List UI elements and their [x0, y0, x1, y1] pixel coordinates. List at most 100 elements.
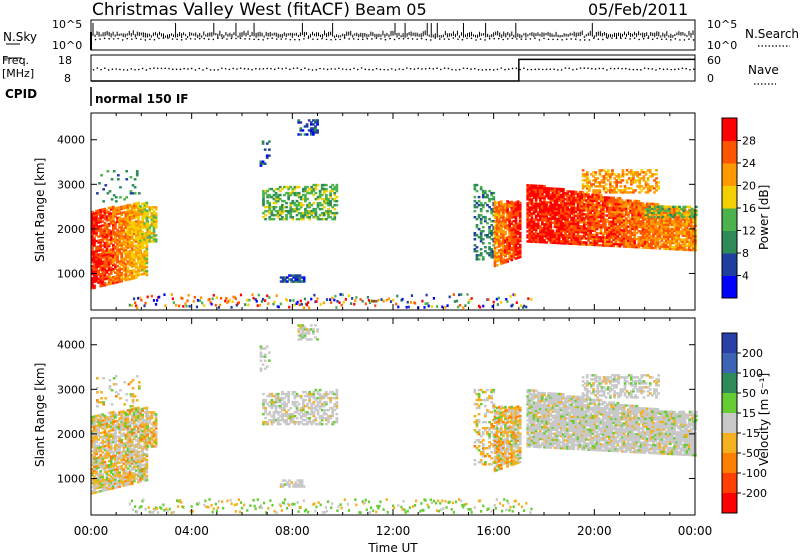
heatmap-cell	[629, 209, 632, 212]
heatmap-cell	[107, 272, 111, 276]
heatmap-cell	[538, 184, 542, 188]
heatmap-cell	[320, 217, 324, 221]
heatmap-cell	[526, 206, 530, 209]
heatmap-cell	[657, 209, 660, 213]
heatmap-cell	[259, 160, 263, 163]
heatmap-cell	[650, 228, 653, 232]
heatmap-cell	[591, 215, 595, 219]
heatmap-cell	[668, 221, 672, 225]
heatmap-cell	[322, 197, 326, 201]
heatmap-cell	[333, 199, 337, 203]
heatmap-cell	[555, 231, 559, 235]
heatmap-cell	[135, 248, 138, 251]
heatmap-cell	[274, 191, 278, 195]
heatmap-cell	[666, 231, 670, 235]
heatmap-cell	[572, 194, 576, 197]
heatmap-cell	[680, 207, 684, 211]
heatmap-cell	[660, 213, 664, 216]
heatmap-cell	[543, 184, 546, 188]
heatmap-cell	[599, 195, 603, 199]
heatmap-cell	[549, 201, 553, 204]
heatmap-cell	[518, 213, 522, 217]
heatmap-cell	[95, 273, 98, 277]
heatmap-cell	[664, 211, 668, 214]
heatmap-cell	[678, 207, 681, 211]
heatmap-cell	[601, 224, 605, 227]
heatmap-cell	[135, 238, 138, 241]
heatmap-cell	[528, 206, 532, 209]
heatmap-cell	[553, 201, 557, 204]
heatmap-cell	[547, 201, 551, 204]
heatmap-cell	[137, 269, 140, 273]
heatmap-cell	[627, 213, 630, 216]
heatmap-cell	[640, 177, 644, 180]
heatmap-cell	[541, 226, 544, 230]
heatmap-cell	[572, 214, 576, 218]
heatmap-cell	[689, 236, 693, 240]
heatmap-cell	[293, 185, 297, 189]
freq-dot	[492, 69, 495, 71]
heatmap-cell	[475, 183, 479, 187]
heatmap-cell	[632, 171, 635, 174]
heatmap-cell	[589, 223, 592, 226]
heatmap-cell	[578, 220, 582, 224]
heatmap-cell	[613, 181, 616, 184]
heatmap-cell	[101, 264, 105, 267]
heatmap-cell	[601, 234, 605, 237]
heatmap-cell	[146, 228, 150, 231]
heatmap-cell	[666, 217, 670, 220]
freq-dot	[406, 67, 408, 69]
heatmap-cell	[618, 237, 622, 240]
heatmap-cell	[685, 216, 689, 219]
heatmap-cell	[574, 210, 578, 214]
heatmap-cell	[281, 207, 284, 211]
heatmap-cell	[314, 207, 318, 211]
heatmap-cell	[566, 218, 569, 221]
date-title: 05/Feb/2011	[588, 0, 688, 19]
heatmap-cell	[91, 238, 94, 242]
heatmap-cell	[266, 294, 269, 298]
heatmap-cell	[532, 234, 536, 237]
heatmap-cell	[593, 211, 597, 215]
heatmap-cell	[606, 240, 609, 243]
heatmap-cell	[555, 223, 559, 227]
heatmap-cell	[632, 179, 635, 182]
heatmap-cell	[133, 186, 137, 189]
heatmap-cell	[568, 200, 572, 203]
heatmap-cell	[658, 245, 662, 248]
heatmap-cell	[589, 237, 592, 240]
heatmap-cell	[631, 219, 634, 223]
heatmap-cell	[132, 256, 136, 260]
heatmap-cell	[466, 293, 469, 296]
heatmap-cell	[541, 204, 544, 208]
freq-dot	[107, 69, 110, 71]
heatmap-cell	[629, 237, 632, 241]
heatmap-cell	[587, 193, 590, 196]
heatmap-cell	[614, 236, 618, 240]
heatmap-cell	[124, 264, 128, 268]
noise-search-trace	[90, 37, 695, 41]
heatmap-cell	[502, 213, 505, 217]
heatmap-cell	[93, 433, 96, 436]
noise-search-dot	[380, 38, 382, 40]
freq-dot	[202, 69, 204, 71]
heatmap-cell	[497, 249, 501, 252]
noise-search-dot	[579, 39, 582, 41]
heatmap-cell	[673, 246, 676, 249]
heatmap-cell	[154, 208, 158, 211]
heatmap-cell	[99, 238, 103, 242]
heatmap-cell	[682, 207, 686, 211]
heatmap-cell	[111, 231, 115, 235]
heatmap-cell	[583, 223, 586, 226]
heatmap-cell	[645, 236, 649, 239]
heatmap-cell	[139, 273, 142, 276]
heatmap-cell	[152, 299, 156, 302]
heatmap-cell	[528, 196, 532, 199]
heatmap-cell	[109, 206, 113, 209]
heatmap-cell	[146, 222, 150, 225]
heatmap-cell	[105, 243, 109, 246]
heatmap-cell	[93, 254, 96, 257]
heatmap-cell	[137, 207, 140, 211]
heatmap-cell	[681, 244, 685, 247]
heatmap-cell	[622, 245, 626, 248]
